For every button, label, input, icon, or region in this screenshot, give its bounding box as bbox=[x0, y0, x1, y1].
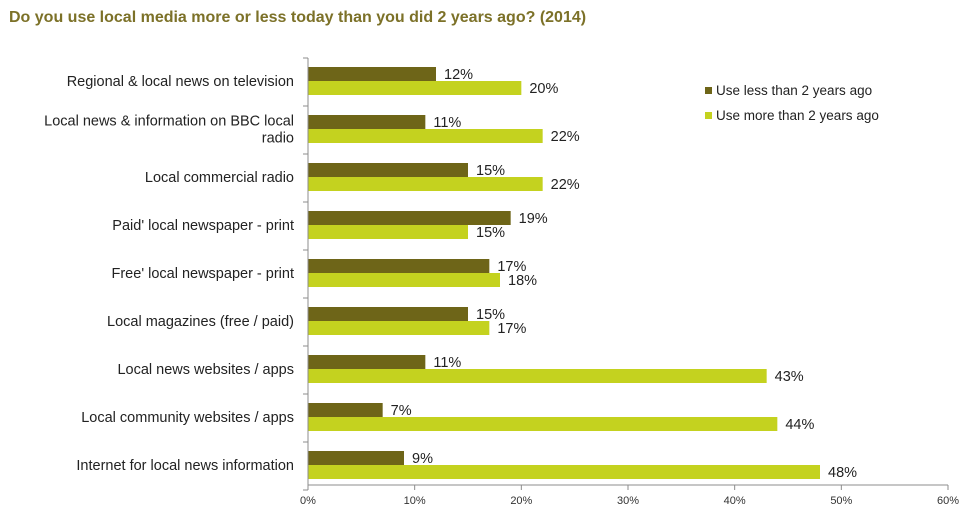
data-label: 7% bbox=[391, 403, 412, 419]
bar-use-more bbox=[308, 417, 778, 431]
bars bbox=[308, 67, 820, 479]
bar-use-less bbox=[308, 403, 383, 417]
data-label: 15% bbox=[476, 307, 505, 323]
x-tick-label: 20% bbox=[510, 495, 532, 506]
category-label: Local magazines (free / paid) bbox=[107, 314, 294, 330]
bar-use-less bbox=[308, 451, 404, 465]
data-label: 15% bbox=[476, 225, 505, 241]
bar-use-more bbox=[308, 81, 522, 95]
x-tick-label: 40% bbox=[724, 495, 746, 506]
chart-title: Do you use local media more or less toda… bbox=[9, 9, 587, 26]
legend: Use less than 2 years ago Use more than 2… bbox=[705, 83, 879, 123]
data-label: 22% bbox=[551, 129, 580, 145]
data-label: 17% bbox=[497, 259, 526, 275]
legend-swatch-use-less bbox=[705, 87, 712, 94]
bar-use-more bbox=[308, 321, 490, 335]
legend-label: Use more than 2 years ago bbox=[716, 108, 879, 123]
bar-use-more bbox=[308, 369, 767, 383]
category-label: Internet for local news information bbox=[76, 458, 294, 474]
bar-use-less bbox=[308, 307, 468, 321]
bar-use-more bbox=[308, 129, 543, 143]
data-label: 20% bbox=[529, 81, 558, 97]
category-label: Local commercial radio bbox=[145, 170, 294, 186]
category-label: Paid' local newspaper - print bbox=[112, 218, 294, 234]
x-tick-label: 30% bbox=[617, 495, 639, 506]
data-label: 48% bbox=[828, 465, 857, 481]
data-label: 43% bbox=[775, 369, 804, 385]
legend-swatch-use-more bbox=[705, 112, 712, 119]
bar-use-less bbox=[308, 67, 436, 81]
data-label: 17% bbox=[497, 321, 526, 337]
data-label: 18% bbox=[508, 273, 537, 289]
bar-use-less bbox=[308, 115, 426, 129]
data-label: 15% bbox=[476, 163, 505, 179]
category-label: Local community websites / apps bbox=[81, 410, 294, 426]
data-label: 9% bbox=[412, 451, 433, 467]
data-label: 12% bbox=[444, 67, 473, 83]
data-label: 11% bbox=[433, 355, 461, 371]
x-tick-label: 60% bbox=[937, 495, 959, 506]
data-label: 22% bbox=[551, 177, 580, 193]
category-labels: Regional & local news on television Local… bbox=[44, 74, 294, 474]
x-tick-label: 10% bbox=[404, 495, 426, 506]
bar-use-less bbox=[308, 211, 511, 225]
bar-use-less bbox=[308, 259, 490, 273]
category-label: Free' local newspaper - print bbox=[112, 266, 295, 282]
x-axis: 0% 10% 20% 30% 40% 50% 60% bbox=[300, 57, 959, 506]
category-label: Local news & information on BBC local rad… bbox=[44, 114, 294, 147]
legend-label: Use less than 2 years ago bbox=[716, 83, 872, 98]
data-label: 44% bbox=[785, 417, 814, 433]
data-label: 19% bbox=[519, 211, 548, 227]
category-label: Regional & local news on television bbox=[67, 74, 294, 90]
data-label: 11% bbox=[433, 115, 461, 131]
bar-use-more bbox=[308, 465, 820, 479]
bar-use-less bbox=[308, 163, 468, 177]
bar-use-more bbox=[308, 273, 500, 287]
bar-use-less bbox=[308, 355, 426, 369]
data-labels: 12%20%11%22%15%22%19%15%17%18%15%17%11%4… bbox=[391, 67, 857, 481]
x-tick-label: 50% bbox=[830, 495, 852, 506]
category-label: Local news websites / apps bbox=[117, 362, 294, 378]
x-tick-label: 0% bbox=[300, 495, 316, 506]
bar-use-more bbox=[308, 225, 468, 239]
bar-use-more bbox=[308, 177, 543, 191]
